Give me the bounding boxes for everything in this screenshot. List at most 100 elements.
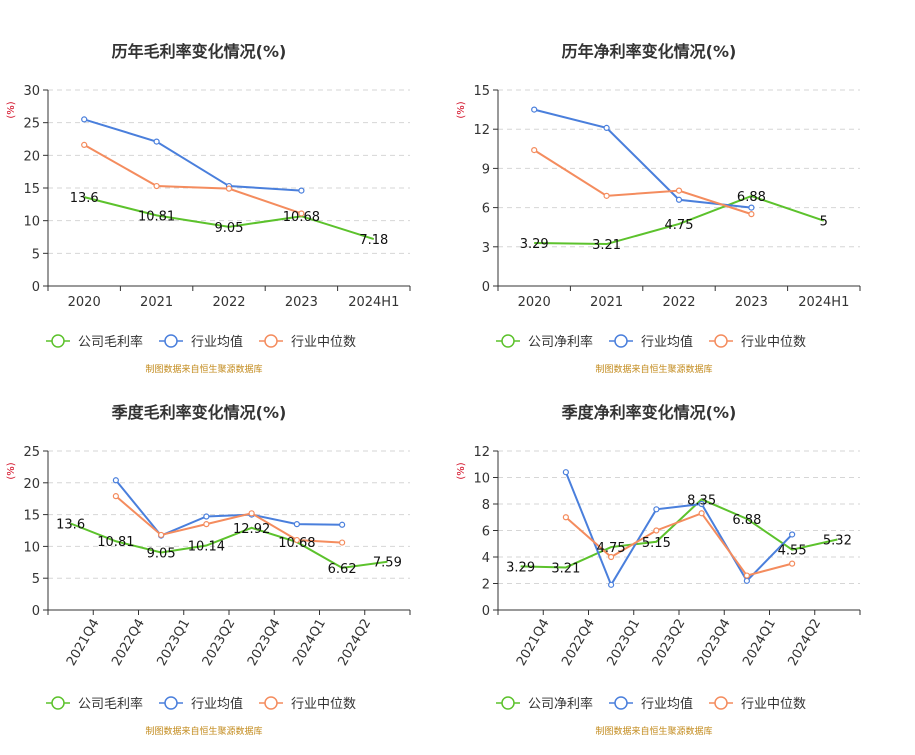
series-company (534, 195, 825, 246)
data-point (653, 506, 660, 513)
x-tick-label: 2022 (212, 295, 245, 310)
x-tick-label: 2023Q2 (650, 617, 689, 669)
series-line-industry_avg (564, 471, 793, 588)
legend-marker (51, 334, 65, 348)
y-tick-label: 25 (23, 117, 40, 132)
data-point (675, 196, 683, 203)
series-company (520, 498, 838, 569)
chart-title: 历年净利率变化情况(%) (562, 42, 737, 61)
x-tick-label: 2022 (662, 295, 695, 310)
legend-item-industry_avg[interactable]: 行业均值 (609, 696, 693, 712)
legend-item-company[interactable]: 公司净利率 (496, 696, 593, 712)
x-tick-label: 2023Q2 (200, 617, 239, 669)
x-tick-label: 2021 (590, 295, 623, 310)
legend-marker (264, 334, 278, 348)
y-tick-label: 0 (32, 280, 40, 295)
legend-label: 公司净利率 (528, 696, 593, 712)
chart-title: 历年毛利率变化情况(%) (112, 42, 287, 61)
x-tick-label: 2021Q4 (64, 617, 103, 669)
legend-label: 行业中位数 (741, 335, 806, 350)
y-tick-label: 12 (473, 445, 490, 460)
y-tick-label: 0 (482, 604, 490, 619)
data-label: 3.29 (520, 237, 549, 252)
x-tick-label: 2024Q2 (335, 617, 374, 669)
y-tick-label: 10 (23, 215, 40, 230)
x-tick-label: 2020 (68, 295, 101, 310)
y-axis-unit-label: (%) (456, 462, 467, 479)
legend-item-company[interactable]: 公司毛利率 (46, 334, 143, 350)
legend-marker (164, 696, 178, 710)
source-note: 制图数据来自恒生聚源数据库 (595, 725, 712, 737)
data-point (203, 513, 210, 520)
series-line-company (520, 498, 838, 569)
data-point (743, 572, 750, 579)
data-label: 8.35 (687, 493, 716, 508)
x-tick-label: 2022Q4 (109, 617, 148, 669)
data-point (153, 138, 160, 145)
data-label: 10.68 (278, 536, 315, 551)
data-label: 4.75 (665, 218, 694, 233)
legend-item-industry_avg[interactable]: 行业均值 (159, 696, 243, 712)
series-industry_median (562, 510, 796, 579)
y-tick-label: 9 (482, 162, 490, 177)
series-line-industry_avg (83, 118, 302, 192)
data-point (293, 536, 300, 544)
data-point (603, 124, 610, 131)
legend-item-industry_median[interactable]: 行业中位数 (259, 696, 356, 712)
series-line-industry_median (533, 149, 752, 216)
legend-label: 行业均值 (191, 334, 243, 350)
chart-panel-1: 历年毛利率变化情况(%) (%) 0 5 10 15 20 25 30 2020 2021 2022 2… (6, 42, 411, 375)
data-point (698, 510, 705, 517)
series-line-company (534, 195, 825, 246)
data-point (743, 577, 750, 584)
series-company (83, 196, 375, 241)
data-label: 9.05 (215, 221, 244, 236)
chart-panel-2: 历年净利率变化情况(%) (%) 0 3 6 9 12 15 2020 2021 2022 2023 2… (456, 42, 861, 375)
series-line-industry_avg (533, 108, 752, 209)
series-industry_median (81, 141, 305, 217)
x-tick-label: 2023Q4 (695, 617, 734, 669)
legend-item-industry_median[interactable]: 行业中位数 (259, 334, 356, 350)
legend-marker (614, 334, 628, 348)
data-point (531, 106, 538, 113)
data-point (293, 521, 300, 528)
legend-label: 公司毛利率 (78, 696, 143, 712)
data-label: 9.05 (147, 546, 176, 561)
data-label: 7.18 (359, 233, 388, 248)
legend-marker (164, 334, 178, 348)
legend-marker (714, 696, 728, 710)
y-tick-label: 12 (473, 123, 490, 138)
legend-item-industry_avg[interactable]: 行业均值 (159, 334, 243, 350)
data-label: 5.15 (642, 536, 671, 551)
y-axis-unit-label: (%) (6, 462, 17, 479)
data-point (531, 147, 538, 154)
y-tick-label: 0 (32, 604, 40, 619)
data-label: 4.75 (597, 541, 626, 556)
data-point (748, 204, 755, 211)
data-label: 13.6 (56, 518, 85, 533)
legend-item-company[interactable]: 公司净利率 (496, 334, 593, 350)
data-point (653, 527, 660, 534)
y-tick-label: 20 (23, 477, 40, 492)
legend-item-company[interactable]: 公司毛利率 (46, 696, 143, 712)
y-tick-label: 6 (482, 525, 490, 540)
series-line-company (83, 196, 375, 241)
x-tick-label: 2024Q1 (290, 617, 329, 669)
legend-item-industry_median[interactable]: 行业中位数 (709, 696, 806, 712)
data-point (608, 581, 615, 588)
legend-item-industry_median[interactable]: 行业中位数 (709, 334, 806, 350)
y-axis-unit-label: (%) (456, 101, 467, 118)
y-tick-label: 15 (473, 84, 490, 99)
y-tick-label: 3 (482, 241, 490, 256)
data-point (112, 493, 119, 500)
legend-item-industry_avg[interactable]: 行业均值 (609, 334, 693, 350)
x-tick-label: 2022Q4 (559, 617, 598, 669)
data-point (562, 514, 569, 521)
data-point (608, 553, 615, 561)
source-note: 制图数据来自恒生聚源数据库 (145, 363, 262, 375)
series-industry_avg (112, 477, 346, 539)
data-label: 6.88 (732, 513, 761, 528)
series-line-industry_median (565, 512, 793, 577)
legend-label: 行业均值 (641, 696, 693, 712)
